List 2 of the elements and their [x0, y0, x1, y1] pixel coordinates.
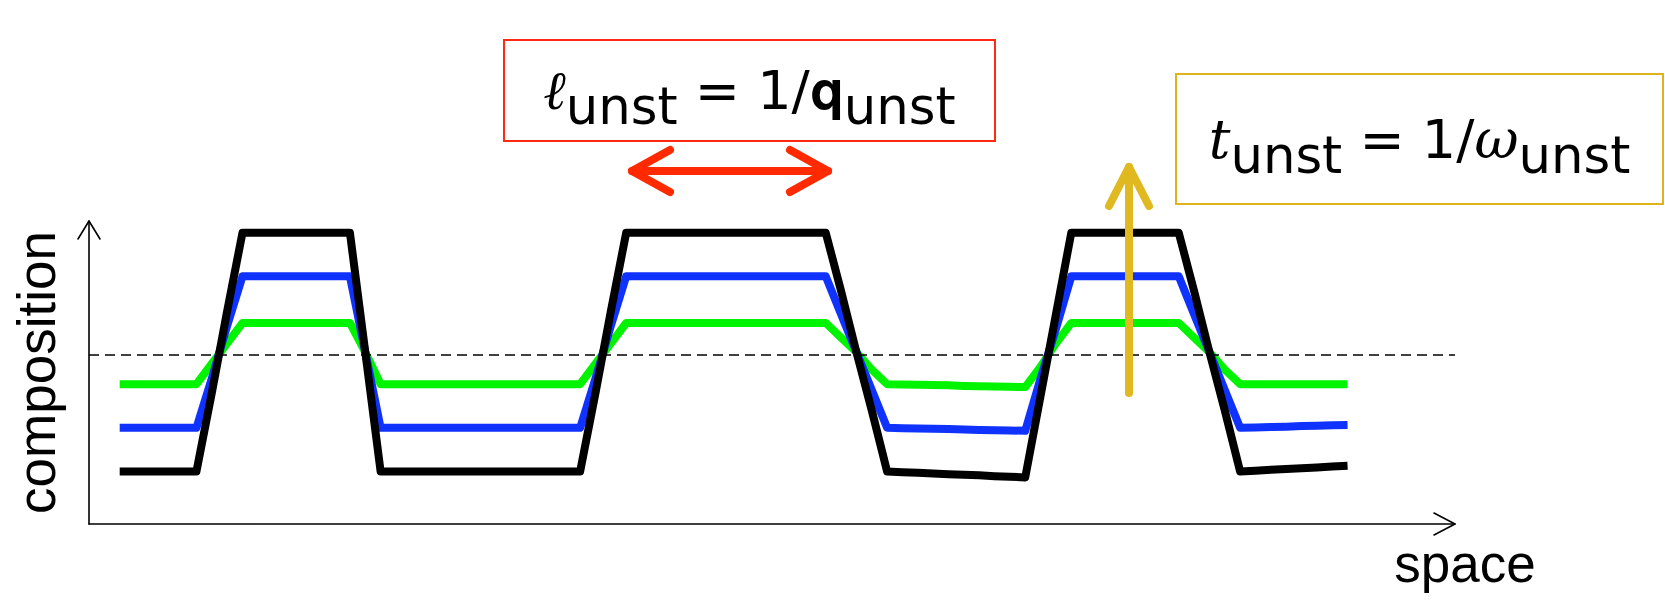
y-axis-title: composition	[7, 231, 66, 514]
x-axis-title: space	[1394, 534, 1536, 593]
